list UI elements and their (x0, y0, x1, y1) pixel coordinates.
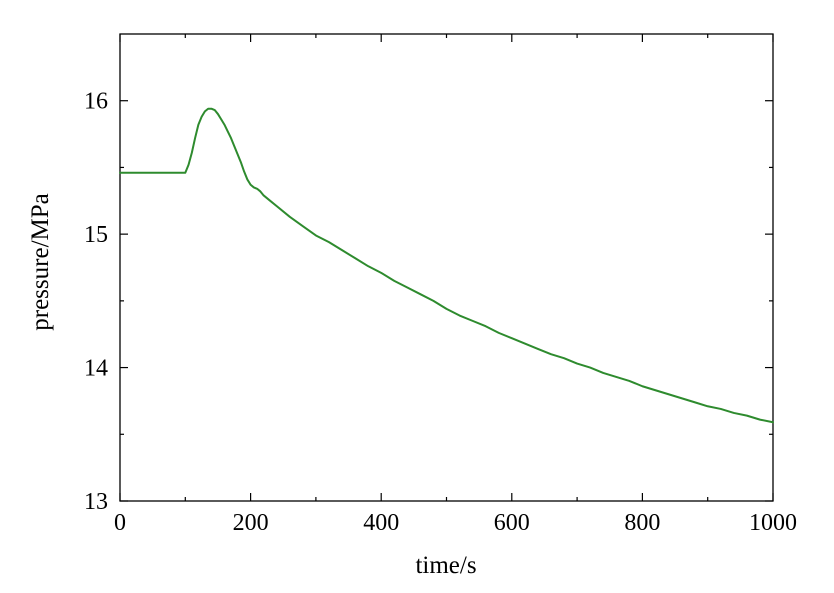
x-tick-label: 600 (494, 510, 530, 536)
y-tick-label: 16 (84, 89, 108, 115)
x-tick-label: 1000 (749, 510, 797, 536)
x-axis-label: time/s (415, 552, 476, 579)
x-tick-label: 800 (624, 510, 660, 536)
pressure-series-line (119, 107, 774, 424)
y-axis-label: pressure/MPa (27, 193, 54, 330)
x-tick-label: 400 (363, 510, 399, 536)
axis-ticks (119, 34, 774, 502)
series-group (119, 107, 774, 424)
x-tick-labels: 0 200 400 600 800 1000 (114, 510, 797, 536)
y-tick-label: 13 (84, 489, 108, 515)
y-tick-label: 14 (84, 356, 108, 382)
y-tick-labels: 13 14 15 16 (84, 89, 108, 515)
x-tick-label: 0 (114, 510, 126, 536)
x-tick-label: 200 (233, 510, 269, 536)
plot-frame (119, 33, 774, 502)
y-tick-label: 15 (84, 222, 108, 248)
